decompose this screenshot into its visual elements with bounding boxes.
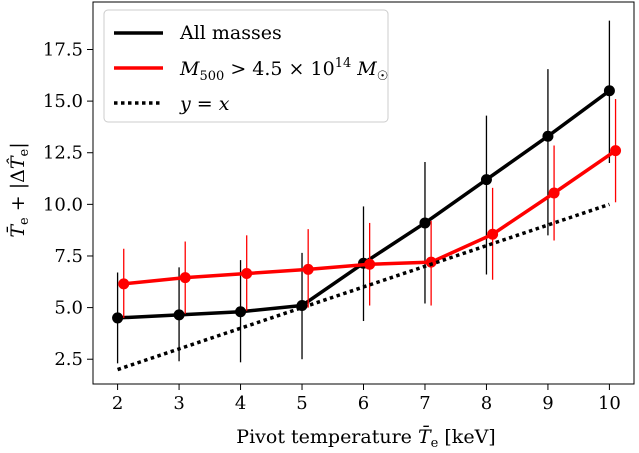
series-line-2 bbox=[117, 202, 610, 372]
axis-ticks: 2 3 4 5 6 7 8 9 10 2.5 5.0 7.5 10.0 12.5 15.0 17.5 bbox=[43, 39, 621, 414]
data-point bbox=[364, 258, 376, 270]
legend: All masses M500 > 4.5 × 1014 M☉ y = x bbox=[103, 9, 389, 123]
y-tick-label: 5.0 bbox=[54, 298, 83, 319]
legend-label-y-equals-x: y = x bbox=[179, 93, 230, 115]
x-axis-label: Pivot temperature T̄e [keV] bbox=[236, 425, 495, 451]
data-point bbox=[302, 263, 314, 275]
x-tick-label: 6 bbox=[358, 393, 369, 414]
chart-marks bbox=[112, 20, 622, 372]
y-axis-label: T̄e + |ΔT̂e| bbox=[6, 142, 32, 237]
x-tick-label: 4 bbox=[235, 393, 246, 414]
y-tick-label: 2.5 bbox=[54, 349, 83, 370]
x-tick-label: 5 bbox=[296, 393, 307, 414]
data-point bbox=[179, 272, 191, 284]
legend-box bbox=[103, 9, 389, 123]
data-point bbox=[425, 256, 437, 268]
data-point bbox=[548, 187, 560, 199]
data-point bbox=[235, 306, 247, 318]
y-tick-label: 10.0 bbox=[43, 194, 83, 215]
legend-label-all-masses: All masses bbox=[179, 22, 282, 44]
y-tick-label: 7.5 bbox=[54, 246, 83, 267]
data-point bbox=[542, 130, 554, 142]
data-point bbox=[610, 145, 622, 157]
data-point bbox=[419, 217, 431, 229]
x-tick-label: 2 bbox=[112, 393, 123, 414]
y-tick-label: 17.5 bbox=[43, 39, 83, 60]
data-point bbox=[480, 174, 492, 186]
data-point bbox=[603, 85, 615, 97]
y-tick-label: 12.5 bbox=[43, 143, 83, 164]
data-point bbox=[487, 228, 499, 240]
data-point bbox=[112, 312, 124, 324]
x-tick-label: 10 bbox=[598, 393, 621, 414]
x-tick-label: 9 bbox=[542, 393, 553, 414]
legend-label-high-mass: M500 > 4.5 × 1014 M☉ bbox=[179, 56, 388, 84]
y-tick-label: 15.0 bbox=[43, 91, 83, 112]
data-point bbox=[241, 268, 253, 280]
x-tick-label: 7 bbox=[419, 393, 430, 414]
data-point bbox=[173, 309, 185, 321]
x-tick-label: 8 bbox=[481, 393, 492, 414]
data-point bbox=[118, 278, 130, 290]
x-tick-label: 3 bbox=[173, 393, 184, 414]
